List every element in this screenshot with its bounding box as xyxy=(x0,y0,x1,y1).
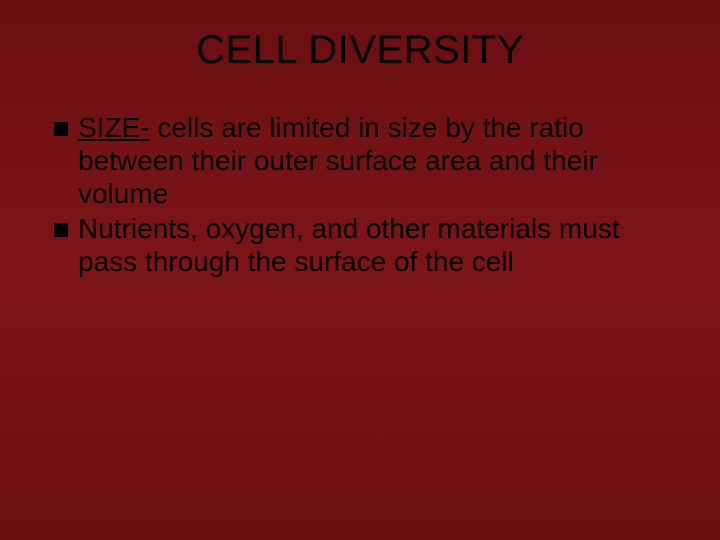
slide: CELL DIVERSITY SIZE- cells are limited i… xyxy=(0,0,720,540)
bullet-item: Nutrients, oxygen, and other materials m… xyxy=(54,212,678,278)
bullet-item: SIZE- cells are limited in size by the r… xyxy=(54,111,678,210)
bullet-text: SIZE- cells are limited in size by the r… xyxy=(78,111,678,210)
slide-body: SIZE- cells are limited in size by the r… xyxy=(0,73,720,278)
bullet-lead: SIZE- xyxy=(78,112,150,143)
slide-title: CELL DIVERSITY xyxy=(0,0,720,73)
bullet-body: cells are limited in size by the ratio b… xyxy=(78,112,598,209)
square-bullet-icon xyxy=(54,223,68,237)
bullet-body: Nutrients, oxygen, and other materials m… xyxy=(78,213,620,277)
square-bullet-icon xyxy=(54,122,68,136)
bullet-text: Nutrients, oxygen, and other materials m… xyxy=(78,212,678,278)
